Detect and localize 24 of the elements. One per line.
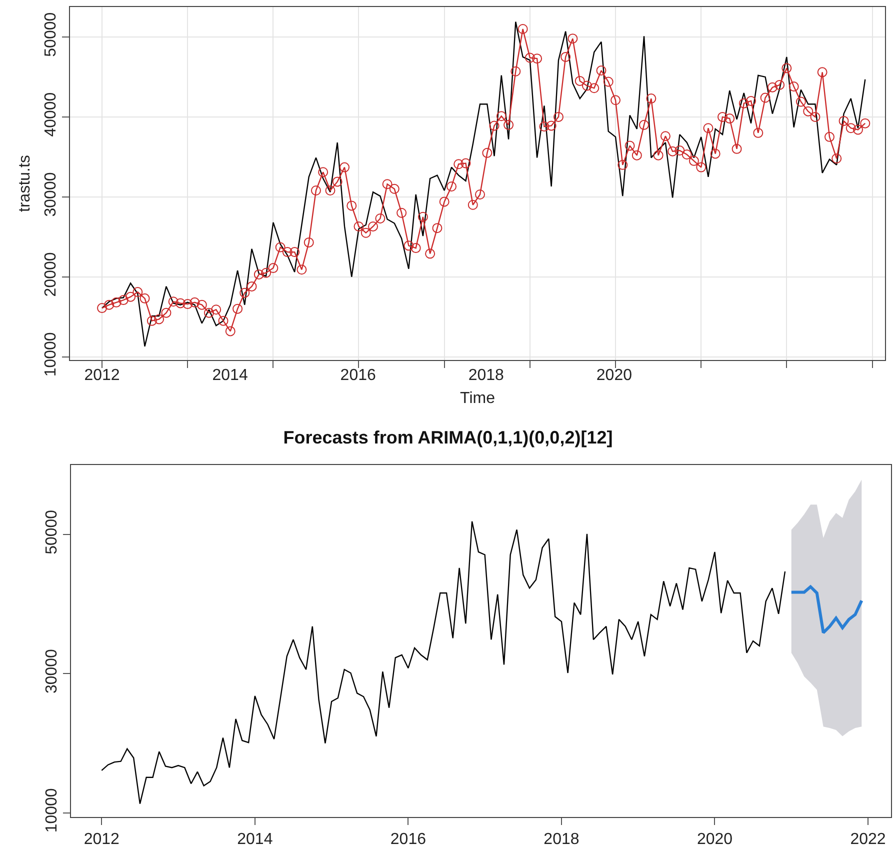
chart-title: Forecasts from ARIMA(0,1,1)(0,0,2)[12] bbox=[283, 427, 613, 448]
y-tick-label: 30000 bbox=[44, 648, 61, 694]
y-tick-label: 10000 bbox=[44, 788, 61, 833]
y-tick-label: 10000 bbox=[42, 332, 60, 377]
x-tick-label: 2018 bbox=[544, 831, 580, 848]
y-tick-label: 40000 bbox=[42, 92, 60, 137]
x-tick-label: 2020 bbox=[596, 367, 632, 384]
x-tick-label: 2016 bbox=[340, 367, 376, 384]
x-tick-label: 2014 bbox=[237, 831, 273, 848]
y-tick-label: 50000 bbox=[42, 12, 60, 57]
line-series bbox=[790, 585, 864, 634]
x-tick-label: 2014 bbox=[212, 367, 248, 384]
x-tick-label: 2018 bbox=[468, 367, 504, 384]
x-tick-label: 2020 bbox=[696, 831, 733, 848]
x-tick-label: 2012 bbox=[84, 831, 120, 848]
y-tick-label: 30000 bbox=[42, 172, 60, 217]
y-axis-title: trastu.ts bbox=[16, 155, 34, 212]
x-axis-title: Time bbox=[460, 390, 496, 407]
x-tick-label: 2022 bbox=[850, 831, 886, 848]
y-tick-label: 20000 bbox=[42, 252, 60, 297]
x-tick-label: 2012 bbox=[84, 367, 120, 384]
line-series bbox=[101, 520, 786, 804]
y-tick-label: 50000 bbox=[44, 510, 61, 554]
x-tick-label: 2016 bbox=[390, 831, 426, 848]
